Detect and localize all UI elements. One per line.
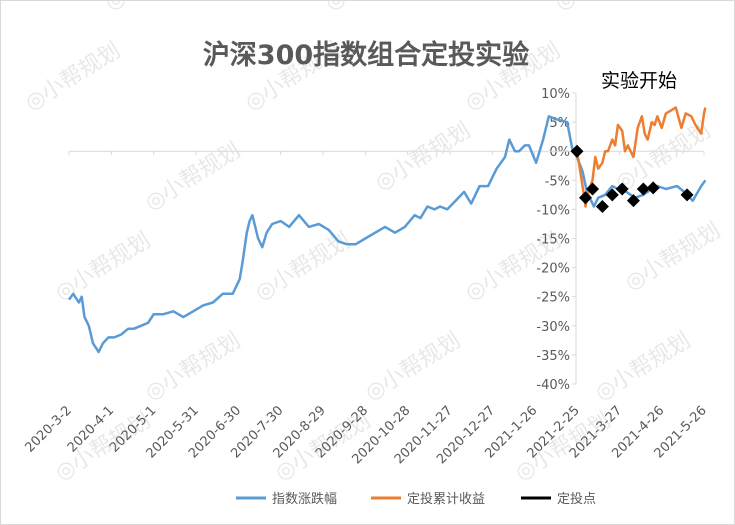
- series-point-marker: [646, 181, 660, 195]
- series-point-marker: [595, 199, 609, 213]
- series-line-index: [67, 115, 707, 354]
- y-tick-label: 0%: [549, 145, 570, 160]
- y-tick-label: -30%: [536, 320, 570, 335]
- y-tick-label: -40%: [536, 378, 570, 393]
- watermark-text: ◎小帮规划: [141, 328, 245, 406]
- axes-layer: 10%5%0%-5%-10%-15%-20%-25%-30%-35%-40%20…: [22, 87, 709, 467]
- series-point-marker: [578, 191, 592, 205]
- y-tick-label: -35%: [536, 349, 570, 364]
- y-tick-label: -5%: [545, 174, 570, 189]
- annotation-label: 实验开始: [601, 70, 677, 92]
- watermark-text: ◎小帮规划: [371, 118, 475, 196]
- series-point-marker: [636, 182, 650, 196]
- series-line-cumulative: [575, 106, 707, 208]
- series-point-marker: [680, 188, 694, 202]
- watermark-text: ◎小帮规划: [361, 328, 465, 406]
- y-tick-label: -20%: [536, 262, 570, 277]
- watermark-text: ◎小帮规划: [101, 1, 205, 16]
- y-tick-label: 10%: [541, 87, 570, 102]
- watermark-text: ◎小帮规划: [21, 38, 125, 116]
- legend: 指数涨跌幅 定投累计收益 定投点: [236, 491, 596, 507]
- legend-label: 定投点: [557, 491, 596, 507]
- watermark-text: ◎小帮规划: [321, 1, 425, 16]
- y-tick-label: -15%: [536, 233, 570, 248]
- legend-label: 定投累计收益: [407, 491, 485, 507]
- series-point-marker: [626, 194, 640, 208]
- legend-label: 指数涨跌幅: [272, 491, 337, 507]
- y-tick-label: -25%: [536, 291, 570, 306]
- watermark-text: ◎小帮规划: [251, 228, 355, 306]
- series-point-marker: [586, 182, 600, 196]
- series-layer: [67, 106, 707, 354]
- watermark-text: ◎小帮规划: [551, 1, 655, 16]
- watermark-text: ◎小帮规划: [621, 218, 725, 296]
- chart-title: 沪深300指数组合定投实验: [203, 39, 529, 71]
- series-point-marker: [570, 144, 584, 158]
- y-tick-label: -10%: [536, 203, 570, 218]
- watermark-text: ◎小帮规划: [141, 138, 245, 216]
- watermark-text: ◎小帮规划: [591, 328, 695, 406]
- series-point-marker: [615, 182, 629, 196]
- watermark-text: ◎小帮规划: [51, 228, 155, 306]
- series-point-marker: [605, 188, 619, 202]
